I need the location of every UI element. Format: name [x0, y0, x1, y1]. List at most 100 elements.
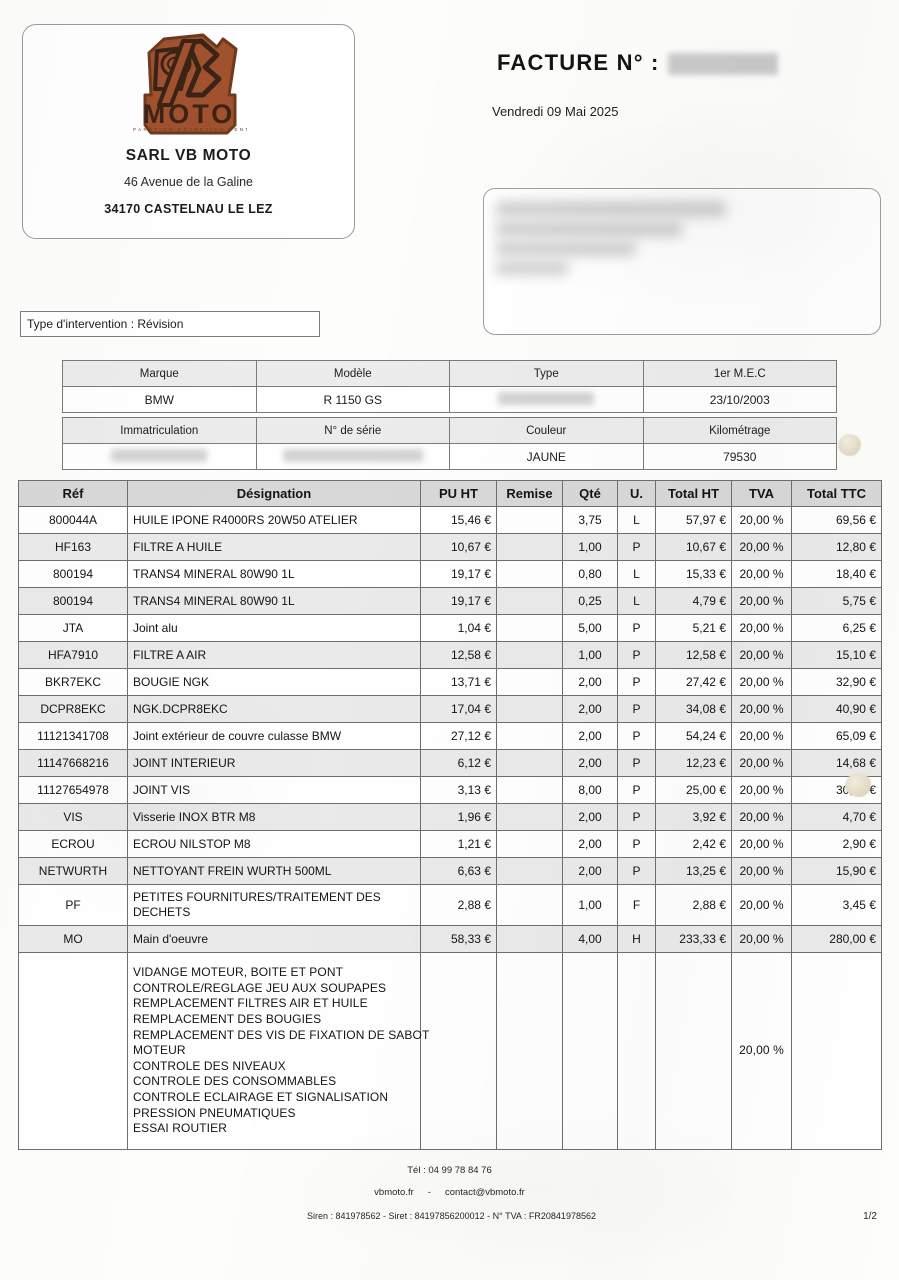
vehicle-header-immatriculation: Immatriculation — [62, 417, 257, 444]
col-header-pu-ht: PU HT — [420, 480, 497, 507]
item-tva: 20,00 % — [731, 533, 792, 561]
item-unite: P — [617, 695, 656, 723]
item-total-ht: 25,00 € — [655, 776, 732, 804]
col-header-ref: Réf — [18, 480, 128, 507]
item-pu-ht: 12,58 € — [420, 641, 497, 669]
item-total-ht: 12,58 € — [655, 641, 732, 669]
work-description-total-ttc-cell — [791, 952, 882, 1150]
item-designation: FILTRE A HUILE — [127, 533, 421, 561]
vehicle-header-kilometrage: Kilométrage — [642, 417, 837, 444]
immatriculation-redaction — [111, 448, 208, 462]
work-description-line: REMPLACEMENT DES VIS DE FIXATION DE SABO… — [133, 1027, 430, 1042]
vehicle-value-modele: R 1150 GS — [255, 386, 450, 413]
item-tva: 20,00 % — [731, 884, 792, 926]
item-total-ttc: 14,68 € — [791, 749, 882, 777]
table-row: DCPR8EKC NGK.DCPR8EKC 17,04 € 2,00 P 34,08 €2… — [18, 695, 882, 723]
vehicle-header-mec: 1er M.E.C — [642, 360, 837, 387]
item-ref: PF — [18, 884, 128, 926]
table-row: 800194 TRANS4 MINERAL 80W90 1L 19,17 € 0,25… — [18, 587, 882, 615]
work-description-tva: 20,00 % — [731, 952, 792, 1150]
item-tva: 20,00 % — [731, 614, 792, 642]
item-ref: HFA7910 — [18, 641, 128, 669]
item-pu-ht: 2,88 € — [420, 884, 497, 926]
type-redaction — [498, 391, 595, 405]
item-ref: 11121341708 — [18, 722, 128, 750]
item-pu-ht: 1,04 € — [420, 614, 497, 642]
item-total-ttc: 69,56 € — [791, 506, 882, 534]
item-pu-ht: 58,33 € — [420, 925, 497, 953]
col-header-total-ttc: Total TTC — [791, 480, 882, 507]
table-row: MO Main d'oeuvre 58,33 € 4,00 H 233,33 €20,00… — [18, 925, 882, 953]
item-designation: Visserie INOX BTR M8 — [127, 803, 421, 831]
item-remise — [496, 641, 563, 669]
item-total-ttc: 32,90 € — [791, 668, 882, 696]
item-ref: DCPR8EKC — [18, 695, 128, 723]
item-ref: 11147668216 — [18, 749, 128, 777]
item-total-ht: 57,97 € — [655, 506, 732, 534]
vehicle-header-serie: N° de série — [255, 417, 450, 444]
invoice-number-redacted — [667, 53, 778, 76]
footer-website[interactable]: vbmoto.fr — [374, 1187, 414, 1198]
paper-artifact-blob — [838, 434, 861, 456]
item-ref: 800194 — [18, 560, 128, 588]
footer-email[interactable]: contact@vbmoto.fr — [444, 1187, 525, 1198]
item-remise — [496, 587, 563, 615]
item-pu-ht: 15,46 € — [420, 506, 497, 534]
table-row: 11121341708 Joint extérieur de couvre cul… — [18, 722, 882, 750]
item-remise — [496, 560, 563, 588]
item-pu-ht: 1,21 € — [420, 830, 497, 858]
work-description-qte-cell — [562, 952, 618, 1150]
company-city-line: 34170 CASTELNAU LE LEZ — [104, 202, 273, 216]
item-pu-ht: 27,12 € — [420, 722, 497, 750]
item-pu-ht: 17,04 € — [420, 695, 497, 723]
item-remise — [496, 749, 563, 777]
item-remise — [496, 506, 563, 534]
item-qte: 1,00 — [562, 884, 618, 926]
item-total-ht: 10,67 € — [655, 533, 732, 561]
item-unite: P — [617, 830, 656, 858]
item-unite: P — [617, 533, 656, 561]
item-pu-ht: 6,63 € — [420, 857, 497, 885]
item-pu-ht: 1,96 € — [420, 803, 497, 831]
customer-redaction-line-1 — [496, 201, 726, 217]
col-header-unite: U. — [617, 480, 656, 507]
work-description-line: PRESSION PNEUMATIQUES — [133, 1105, 296, 1120]
item-remise — [496, 857, 563, 885]
item-total-ttc: 18,40 € — [791, 560, 882, 588]
item-designation: JOINT VIS — [127, 776, 421, 804]
page-title: FACTURE N° : — [497, 50, 778, 76]
item-total-ht: 3,92 € — [655, 803, 732, 831]
col-header-qte: Qté — [562, 480, 618, 507]
items-header-row: Réf Désignation PU HT Remise Qté U. Tota… — [18, 480, 882, 507]
work-description-line: CONTROLE ECLAIRAGE ET SIGNALISATION — [133, 1089, 389, 1104]
item-designation: NGK.DCPR8EKC — [127, 695, 421, 723]
item-ref: MO — [18, 925, 128, 953]
svg-text:MOTO: MOTO — [142, 99, 235, 129]
item-total-ttc: 65,09 € — [791, 722, 882, 750]
paper-artifact-blob-2 — [845, 773, 871, 797]
item-total-ttc: 2,90 € — [791, 830, 882, 858]
footer-contact: vbmoto.fr - contact@vbmoto.fr — [0, 1187, 899, 1198]
item-unite: P — [617, 668, 656, 696]
item-unite: P — [617, 803, 656, 831]
item-tva: 20,00 % — [731, 506, 792, 534]
item-remise — [496, 803, 563, 831]
table-row: BKR7EKC BOUGIE NGK 13,71 € 2,00 P 27,42 €20,0… — [18, 668, 882, 696]
item-unite: P — [617, 776, 656, 804]
item-total-ttc: 40,90 € — [791, 695, 882, 723]
item-total-ht: 13,25 € — [655, 857, 732, 885]
item-pu-ht: 6,12 € — [420, 749, 497, 777]
item-unite: P — [617, 722, 656, 750]
item-remise — [496, 533, 563, 561]
item-unite: P — [617, 857, 656, 885]
footer-phone: Tél : 04 99 78 84 76 — [407, 1165, 492, 1176]
item-designation: PETITES FOURNITURES/TRAITEMENT DES DECHE… — [127, 884, 421, 926]
serial-redaction — [282, 448, 423, 462]
table-row: 11147668216 JOINT INTERIEUR 6,12 € 2,00 P 12,… — [18, 749, 882, 777]
item-qte: 0,25 — [562, 587, 618, 615]
item-remise — [496, 925, 563, 953]
items-body: 800044A HUILE IPONE R4000RS 20W50 ATELIER… — [18, 506, 882, 1150]
table-row: JAUNE 79530 — [62, 443, 837, 470]
page-number: 1/2 — [863, 1211, 877, 1222]
work-description-ref-cell — [18, 952, 128, 1150]
